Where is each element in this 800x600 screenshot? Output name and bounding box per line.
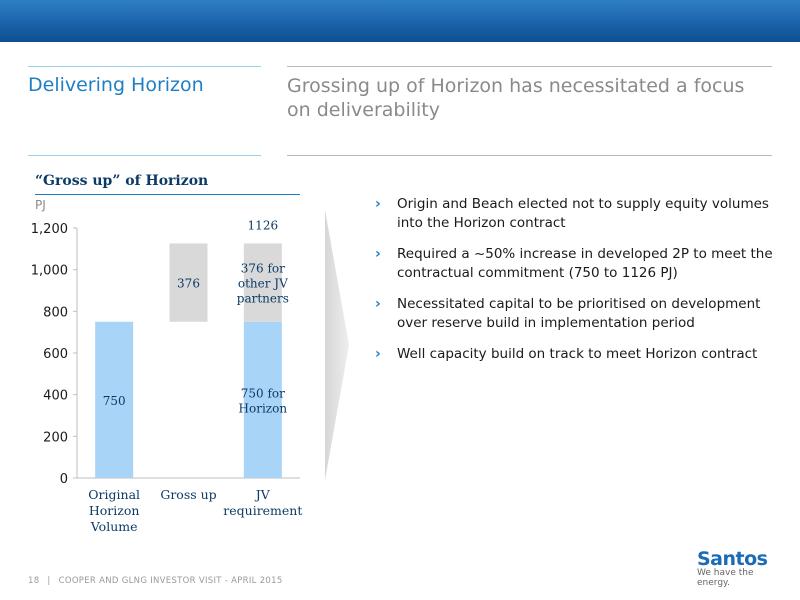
bullet-chevron-icon: › [375,296,381,312]
top-banner [0,0,800,42]
x-category-label: Gross up [160,487,216,502]
logo-tagline: We have the energy. [697,568,754,588]
y-tick-label: 1,000 [31,264,68,279]
key-point-text: Required a ~50% increase in developed 2P… [397,246,773,281]
bar-data-label: 750 [103,394,126,408]
chart-title-rule [35,194,300,195]
slide-headline: Grossing up of Horizon has necessitated … [287,75,745,121]
y-axis-unit-label: PJ [35,198,46,212]
bullet-chevron-icon: › [375,246,381,262]
x-category-label: Original Horizon Volume [88,487,140,534]
y-tick-label: 800 [43,305,68,320]
chevron-arrow-icon [325,210,349,480]
y-tick-label: 0 [60,472,68,487]
bar [95,321,134,478]
bar [243,243,282,322]
section-title: Delivering Horizon [28,74,204,96]
page-number: 18 [28,576,40,586]
key-point: › Origin and Beach elected not to supply … [375,195,775,233]
bar [169,243,208,322]
section-title-bottom-rule [28,155,261,156]
chart-title: “Gross up” of Horizon [35,173,209,189]
bar-data-label: 750 for Horizon [239,386,288,415]
key-point: › Required a ~50% increase in developed 2… [375,245,775,283]
key-points-list: › Origin and Beach elected not to supply … [375,195,775,376]
total-data-label: 1126 [248,218,279,232]
gross-up-chart: 0 200 400 600 800 1,000 1,200 750 376 750 for Hori… [31,218,303,534]
footer-separator: | [47,576,51,586]
footer: 18 | COOPER AND GLNG INVESTOR VISIT - APRI… [28,576,291,586]
headline-top-rule [287,66,772,67]
key-point-text: Well capacity build on track to meet Hor… [397,346,758,362]
section-title-top-rule [28,66,261,67]
bullet-chevron-icon: › [375,346,381,362]
key-point: › Necessitated capital to be prioritised … [375,295,775,333]
y-tick-label: 1,200 [31,222,68,237]
bullet-chevron-icon: › [375,196,381,212]
y-tick-label: 400 [43,389,68,404]
headline-bottom-rule [287,155,772,156]
y-tick-label: 600 [43,347,68,362]
x-category-label: JV requirement [223,487,302,518]
bar [243,321,282,478]
y-tick-label: 200 [43,430,68,445]
key-point-text: Origin and Beach elected not to supply e… [397,196,769,231]
logo-wordmark: Santos [697,548,768,570]
key-point-text: Necessitated capital to be prioritised o… [397,296,761,331]
bar-data-label: 376 [177,277,200,291]
bar-data-label: 376 for other JV partners [237,262,289,306]
company-logo: Santos We have the energy. [697,548,775,588]
footer-text: COOPER AND GLNG INVESTOR VISIT - APRIL 2… [58,576,283,586]
key-point: › Well capacity build on track to meet Ho… [375,345,775,364]
